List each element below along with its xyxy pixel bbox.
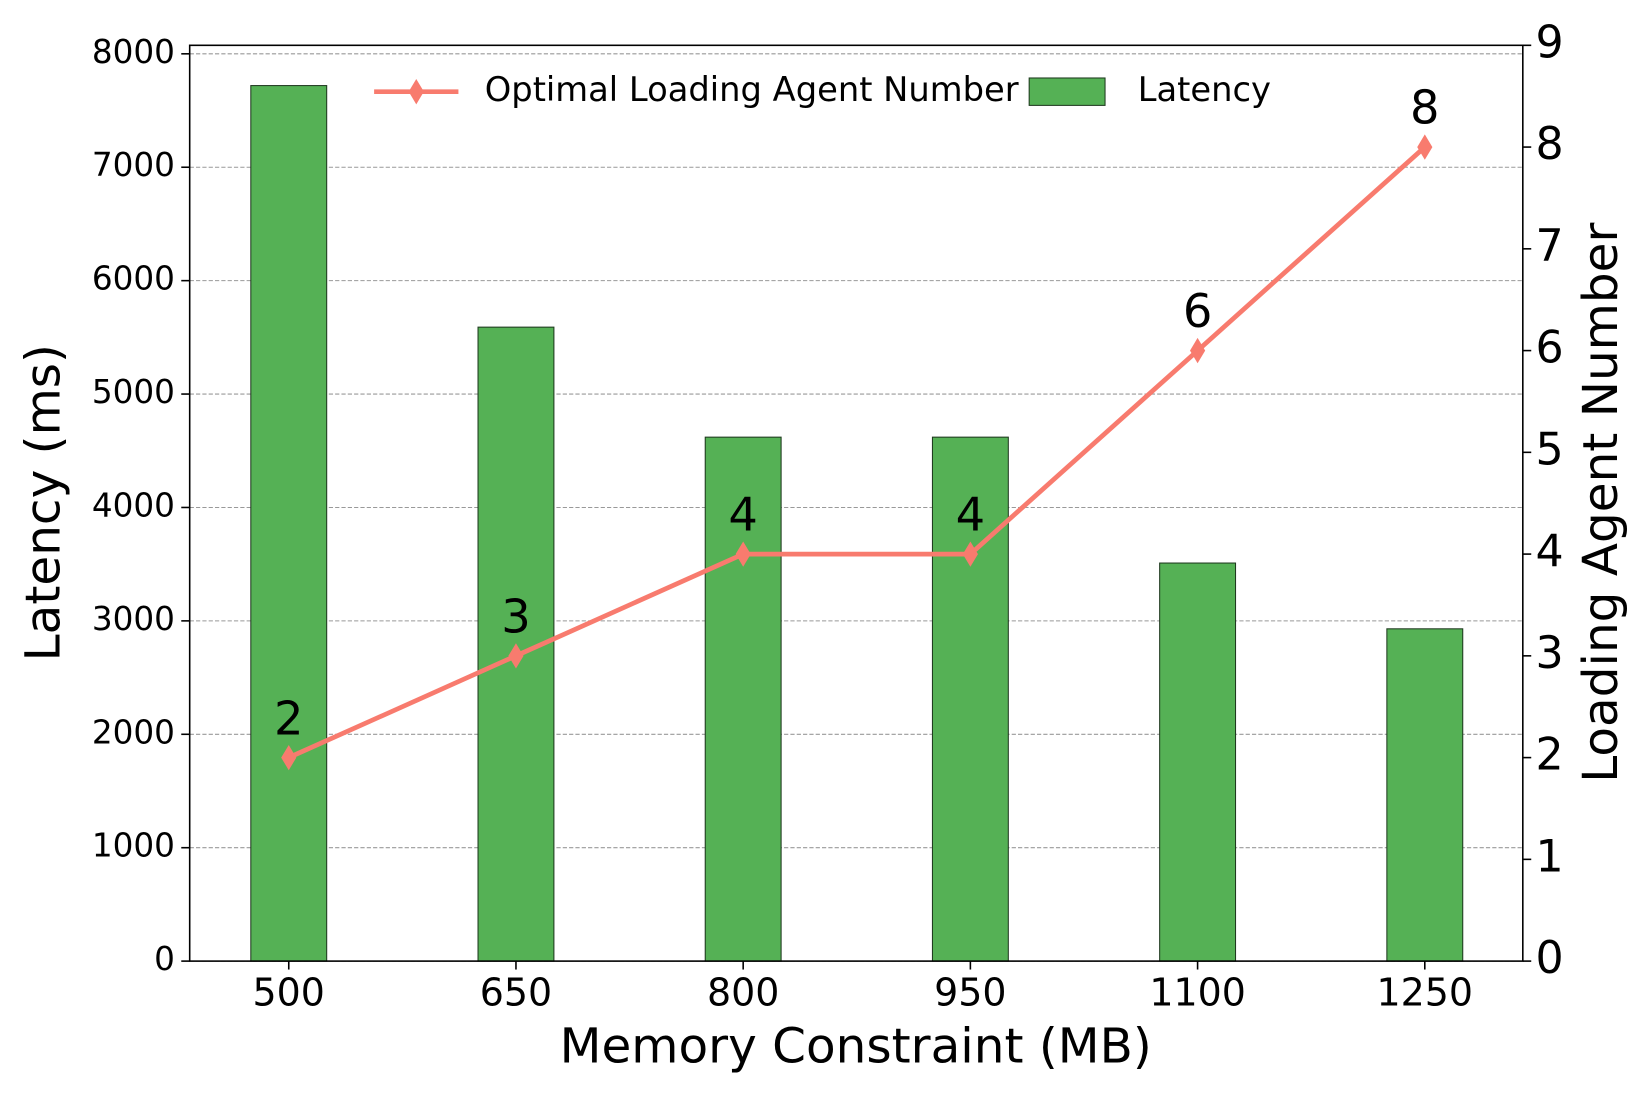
data-label: 6 xyxy=(1183,284,1213,338)
x-tick-label: 500 xyxy=(253,970,325,1014)
y-axis-label: Latency (ms) xyxy=(15,344,71,661)
y2-tick-label: 3 xyxy=(1535,628,1563,679)
y2-tick-label: 4 xyxy=(1535,526,1563,577)
data-label: 8 xyxy=(1410,81,1439,135)
y2-tick-label: 6 xyxy=(1535,323,1563,374)
y-tick-label: 8000 xyxy=(92,33,175,71)
y2-tick-label: 8 xyxy=(1535,119,1563,170)
y2-tick-label: 9 xyxy=(1535,17,1563,68)
y-tick-label: 2000 xyxy=(92,713,175,751)
data-label: 4 xyxy=(956,488,986,542)
line xyxy=(287,145,1427,760)
y2-tick-label: 5 xyxy=(1535,424,1563,475)
legend-label: Latency xyxy=(1138,70,1271,109)
plot-frame xyxy=(188,44,1524,962)
y-tick-label: 5000 xyxy=(92,373,175,411)
bar xyxy=(1386,628,1464,962)
y-tick-label: 6000 xyxy=(92,260,175,298)
y-tick-label: 4000 xyxy=(92,486,175,524)
y2-tick-label: 7 xyxy=(1535,221,1563,272)
bar xyxy=(1159,562,1237,962)
marker xyxy=(1190,337,1206,364)
marker xyxy=(1417,134,1433,160)
x-tick-label: 650 xyxy=(480,970,552,1014)
legend-marker xyxy=(408,79,424,105)
y-tick-label: 7000 xyxy=(92,146,175,184)
legend-swatch xyxy=(1028,77,1106,106)
data-label: 3 xyxy=(501,590,531,644)
y2-tick-label: 0 xyxy=(1535,933,1563,984)
y2-tick-label: 1 xyxy=(1535,831,1563,882)
y2-tick-label: 2 xyxy=(1535,730,1563,781)
y2-axis-label: Loading Agent Number xyxy=(1573,223,1629,783)
x-tick-label: 1100 xyxy=(1149,970,1246,1014)
legend-label: Optimal Loading Agent Number xyxy=(485,70,1019,109)
x-axis-label: Memory Constraint (MB) xyxy=(560,1019,1152,1075)
x-tick-label: 950 xyxy=(934,970,1006,1014)
bar xyxy=(704,436,782,962)
bar xyxy=(931,436,1009,962)
data-label: 4 xyxy=(728,488,757,542)
x-tick-label: 800 xyxy=(707,970,779,1014)
x-tick-label: 1250 xyxy=(1377,970,1474,1014)
bar xyxy=(250,85,328,962)
y-tick-label: 1000 xyxy=(92,827,175,865)
y-tick-label: 0 xyxy=(154,940,175,978)
y-tick-label: 3000 xyxy=(92,600,175,638)
data-label: 2 xyxy=(274,691,304,745)
